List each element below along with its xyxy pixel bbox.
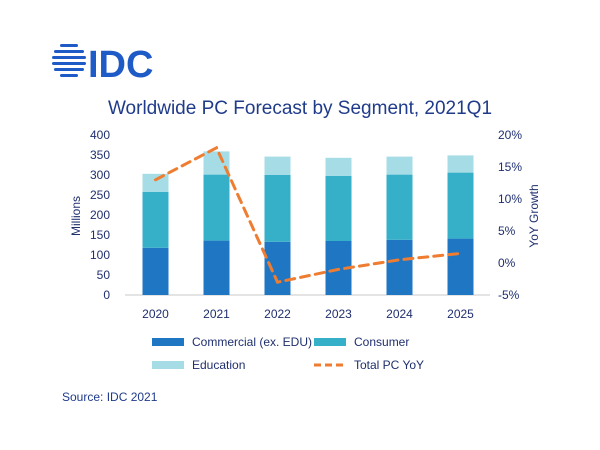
bar-commercial xyxy=(142,247,169,295)
bar-education xyxy=(142,173,169,192)
x-tick-label: 2025 xyxy=(447,307,474,321)
bar-consumer xyxy=(203,174,230,241)
legend-swatch-commercial xyxy=(152,338,184,346)
bar-consumer xyxy=(264,175,291,242)
bar-consumer xyxy=(325,175,352,241)
y2-tick-label: 10% xyxy=(498,192,522,206)
chart-title: Worldwide PC Forecast by Segment, 2021Q1 xyxy=(108,98,492,119)
x-axis-ticks: 2020 2021 2022 2023 2024 2025 xyxy=(142,307,474,321)
globe-icon xyxy=(52,44,86,77)
x-tick-label: 2023 xyxy=(325,307,352,321)
legend-label-commercial: Commercial (ex. EDU) xyxy=(192,335,312,349)
bar-consumer xyxy=(142,191,169,248)
y-tick-label: 200 xyxy=(90,208,110,222)
legend: Commercial (ex. EDU) Consumer Education … xyxy=(152,335,424,372)
y-tick-label: 250 xyxy=(90,188,110,202)
y-axis-label: Millions xyxy=(69,196,83,236)
y-tick-label: 100 xyxy=(90,248,110,262)
legend-label-consumer: Consumer xyxy=(354,335,409,349)
legend-label-yoy: Total PC YoY xyxy=(354,358,424,372)
y2-tick-label: 15% xyxy=(498,160,522,174)
y-tick-label: 150 xyxy=(90,228,110,242)
bar-education xyxy=(447,155,474,173)
legend-swatch-consumer xyxy=(314,338,346,346)
bar-education xyxy=(325,157,352,176)
legend-label-education: Education xyxy=(192,358,245,372)
bar-consumer xyxy=(447,172,474,239)
bar-commercial xyxy=(386,239,413,295)
y-tick-label: 350 xyxy=(90,148,110,162)
bar-education xyxy=(203,151,230,175)
idc-logo: IDC xyxy=(52,44,153,82)
bar-commercial xyxy=(203,240,230,295)
y2-tick-label: 20% xyxy=(498,128,522,142)
x-tick-label: 2021 xyxy=(203,307,230,321)
y-tick-label: 50 xyxy=(97,268,111,282)
yoy-line xyxy=(154,145,462,284)
y-tick-label: 400 xyxy=(90,128,110,142)
bar-commercial xyxy=(264,241,291,295)
y2-axis-label: YoY Growth xyxy=(527,184,541,247)
x-tick-label: 2022 xyxy=(264,307,291,321)
y2-tick-label: 0% xyxy=(498,256,516,270)
y2-tick-label: -5% xyxy=(498,288,520,302)
y2-tick-label: 5% xyxy=(498,224,516,238)
legend-swatch-education xyxy=(152,361,184,369)
source-note: Source: IDC 2021 xyxy=(62,390,158,404)
x-tick-label: 2024 xyxy=(386,307,413,321)
logo-text: IDC xyxy=(88,44,153,82)
bar-commercial xyxy=(447,238,474,295)
bars xyxy=(142,151,474,295)
y-tick-label: 0 xyxy=(103,288,110,302)
bar-education xyxy=(264,156,291,175)
bar-consumer xyxy=(386,174,413,240)
left-axis-ticks: 0 50 100 150 200 250 300 350 400 xyxy=(90,128,110,302)
right-axis-ticks: -5% 0% 5% 10% 15% 20% xyxy=(498,128,522,302)
y-tick-label: 300 xyxy=(90,168,110,182)
x-tick-label: 2020 xyxy=(142,307,169,321)
bar-education xyxy=(386,156,413,175)
